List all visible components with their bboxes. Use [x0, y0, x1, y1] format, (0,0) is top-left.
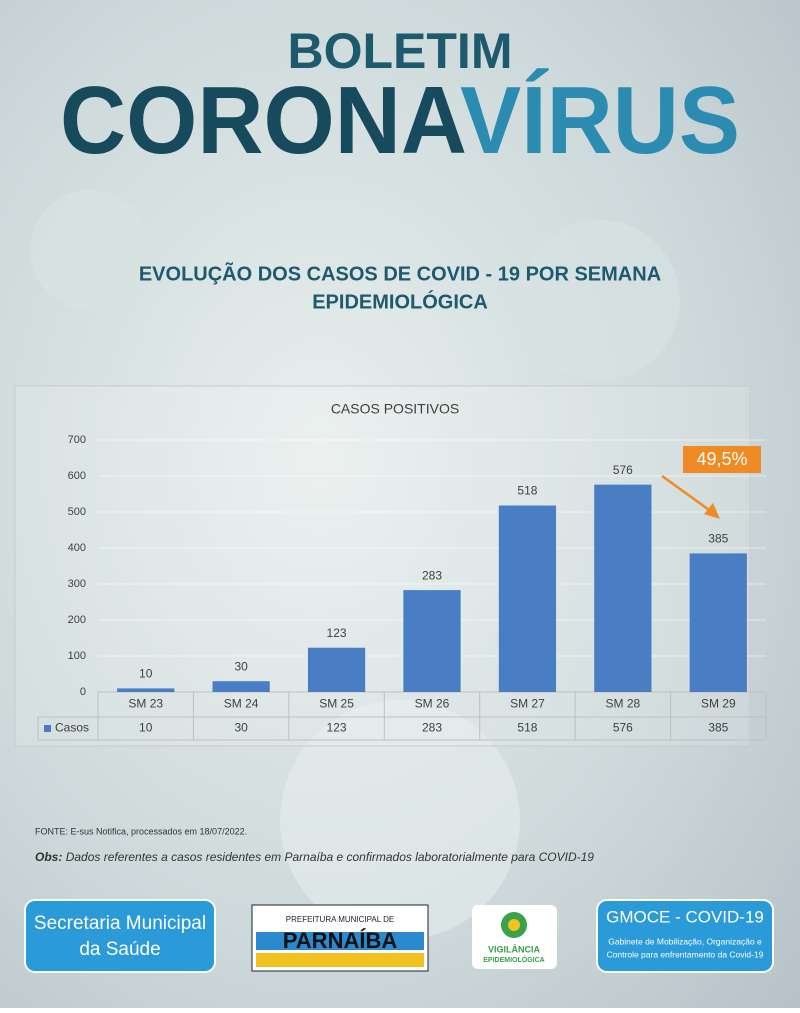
chart: 0 100 200 300 400 500 600 700 Casos SM 23 10 10 SM 2… — [37, 434, 767, 741]
bar — [117, 688, 175, 692]
x-tick-label: SM 24 — [224, 697, 259, 711]
data-label: 10 — [139, 667, 153, 681]
obs-label: Obs: — [35, 850, 62, 864]
logo-gmoce — [596, 899, 774, 973]
legend-swatch — [44, 725, 51, 732]
x-tick-label: SM 29 — [701, 697, 736, 711]
obs: Obs: Dados referentes a casos residentes… — [35, 850, 594, 864]
bar — [689, 553, 747, 692]
logo-text: GMOCE - COVID-19 — [606, 907, 764, 926]
table-value: 283 — [422, 721, 442, 735]
annotation: 49,5% — [696, 449, 747, 469]
logo-text: Secretaria Municipal — [34, 913, 206, 934]
header-main: CORONAVÍRUS — [60, 67, 740, 174]
table-value: 30 — [234, 721, 248, 735]
header-main-a: CORONA — [60, 67, 465, 174]
logo-text: Controle para enfrentamento da Covid-19 — [607, 949, 764, 959]
logo-stripe — [256, 953, 424, 967]
data-label: 283 — [422, 568, 442, 582]
subtitle: EVOLUÇÃO DOS CASOS DE COVID - 19 POR SEM… — [139, 262, 661, 285]
virus-decoration — [280, 700, 520, 940]
table-value: 123 — [327, 721, 347, 735]
logo-text: da Saúde — [79, 939, 160, 960]
x-tick-label: SM 23 — [128, 697, 163, 711]
data-label: 123 — [327, 626, 347, 640]
annotation-arrow — [661, 474, 713, 514]
logo-secretaria — [24, 899, 216, 973]
logo-text: EPIDEMIOLÓGICA — [483, 955, 544, 964]
annotation-arrowhead — [704, 503, 720, 519]
logo-text: PREFEITURA MUNICIPAL DE — [286, 915, 394, 924]
logo-text: Gabinete de Mobilização, Organização e — [608, 936, 762, 946]
bar — [498, 505, 557, 692]
y-tick-label: 500 — [68, 506, 86, 518]
data-label: 30 — [234, 659, 248, 673]
y-tick-label: 0 — [80, 686, 86, 698]
bar — [594, 484, 652, 692]
y-tick-label: 300 — [68, 578, 86, 590]
table-value: 385 — [708, 721, 728, 735]
logo-text: PARNAÍBA — [283, 928, 398, 953]
subtitle: EPIDEMIOLÓGICA — [312, 289, 488, 313]
legend-label: Casos — [55, 721, 89, 735]
logo-text: VIGILÂNCIA — [488, 943, 541, 954]
annotation-box — [683, 446, 761, 473]
table-value: 10 — [139, 721, 153, 735]
virus-decoration — [520, 220, 680, 380]
bar — [307, 647, 366, 692]
header-title: BOLETIM — [288, 23, 513, 79]
logo-stripe — [256, 932, 424, 950]
table-value: 518 — [517, 721, 537, 735]
header-main-b: VÍRUS — [460, 67, 740, 174]
y-tick-label: 600 — [68, 470, 86, 482]
data-label: 518 — [517, 484, 537, 498]
chart-title: CASOS POSITIVOS — [331, 401, 459, 417]
data-label: 576 — [613, 463, 633, 477]
y-tick-label: 400 — [68, 542, 86, 554]
table-value: 576 — [613, 721, 633, 735]
source: FONTE: E-sus Notifica, processados em 18… — [35, 826, 247, 836]
obs-text: Dados referentes a casos residentes em P… — [66, 850, 595, 864]
y-tick-label: 700 — [68, 434, 86, 446]
data-label: 385 — [708, 532, 728, 546]
y-tick-label: 100 — [68, 650, 86, 662]
x-tick-label: SM 25 — [319, 697, 354, 711]
logo-icon — [508, 919, 520, 931]
x-tick-label: SM 27 — [510, 697, 545, 711]
virus-decoration — [30, 190, 150, 310]
x-tick-label: SM 26 — [415, 697, 450, 711]
bar — [212, 681, 270, 692]
x-tick-label: SM 28 — [606, 697, 641, 711]
bar — [403, 590, 461, 692]
y-tick-label: 200 — [68, 614, 86, 626]
